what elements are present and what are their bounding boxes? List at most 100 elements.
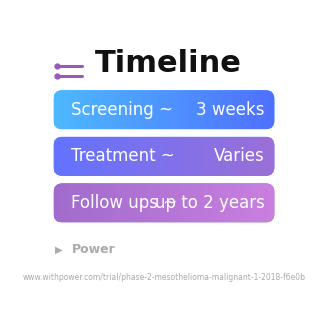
Bar bbox=[124, 183, 125, 222]
Bar bbox=[221, 90, 222, 129]
Bar bbox=[259, 90, 260, 129]
Bar bbox=[204, 90, 205, 129]
Bar bbox=[188, 183, 189, 222]
Bar bbox=[55, 137, 56, 176]
Bar bbox=[191, 183, 192, 222]
Bar bbox=[212, 90, 213, 129]
Bar bbox=[212, 137, 213, 176]
Bar bbox=[131, 90, 132, 129]
Bar bbox=[229, 90, 230, 129]
Bar bbox=[76, 137, 77, 176]
Bar bbox=[163, 183, 164, 222]
Bar bbox=[203, 137, 204, 176]
Bar bbox=[204, 183, 205, 222]
Bar bbox=[136, 90, 137, 129]
Bar bbox=[173, 90, 174, 129]
Bar bbox=[65, 183, 66, 222]
Bar bbox=[118, 90, 119, 129]
Bar bbox=[168, 90, 169, 129]
Bar bbox=[60, 183, 61, 222]
Bar bbox=[269, 137, 270, 176]
Bar bbox=[127, 137, 128, 176]
Bar bbox=[216, 183, 217, 222]
Bar bbox=[183, 183, 184, 222]
Bar bbox=[118, 183, 119, 222]
Bar bbox=[148, 183, 149, 222]
Bar bbox=[207, 90, 208, 129]
Bar bbox=[79, 183, 80, 222]
Bar bbox=[73, 183, 74, 222]
Bar bbox=[220, 90, 221, 129]
Bar bbox=[219, 183, 220, 222]
Bar bbox=[149, 183, 150, 222]
FancyBboxPatch shape bbox=[54, 137, 274, 176]
Bar bbox=[215, 90, 216, 129]
Bar bbox=[233, 137, 234, 176]
Bar bbox=[230, 90, 231, 129]
Bar bbox=[144, 137, 145, 176]
Bar bbox=[198, 183, 199, 222]
Bar bbox=[146, 90, 147, 129]
Bar bbox=[148, 137, 149, 176]
Bar bbox=[163, 137, 164, 176]
Bar bbox=[66, 137, 67, 176]
Bar bbox=[90, 90, 91, 129]
Bar bbox=[210, 137, 211, 176]
Bar bbox=[213, 137, 214, 176]
Bar bbox=[140, 137, 141, 176]
Bar bbox=[168, 183, 169, 222]
Bar bbox=[263, 90, 264, 129]
Bar bbox=[115, 90, 116, 129]
Bar bbox=[272, 90, 273, 129]
Bar bbox=[160, 137, 161, 176]
Bar bbox=[69, 90, 70, 129]
Bar bbox=[102, 137, 103, 176]
Bar bbox=[268, 183, 269, 222]
Bar bbox=[127, 183, 128, 222]
Bar bbox=[177, 137, 178, 176]
Bar bbox=[210, 183, 211, 222]
Bar bbox=[82, 137, 83, 176]
Bar bbox=[187, 90, 188, 129]
Bar bbox=[246, 183, 247, 222]
Bar bbox=[199, 90, 200, 129]
Bar bbox=[261, 137, 262, 176]
Bar bbox=[227, 183, 228, 222]
Bar bbox=[254, 183, 255, 222]
Bar bbox=[171, 183, 172, 222]
Bar bbox=[170, 183, 171, 222]
Bar bbox=[77, 137, 78, 176]
Bar bbox=[148, 90, 149, 129]
Bar bbox=[167, 137, 168, 176]
Bar bbox=[239, 183, 240, 222]
Bar bbox=[171, 137, 172, 176]
Bar bbox=[161, 90, 162, 129]
Bar bbox=[169, 137, 170, 176]
Bar bbox=[76, 183, 77, 222]
Bar bbox=[191, 90, 192, 129]
Bar bbox=[126, 137, 127, 176]
Bar bbox=[110, 137, 111, 176]
Bar bbox=[234, 183, 235, 222]
Bar bbox=[268, 90, 269, 129]
Bar bbox=[62, 183, 63, 222]
Bar bbox=[74, 183, 75, 222]
Bar bbox=[181, 90, 182, 129]
Text: Screening ~: Screening ~ bbox=[71, 101, 173, 119]
Bar bbox=[258, 183, 259, 222]
Bar bbox=[140, 137, 141, 176]
Bar bbox=[105, 183, 106, 222]
Bar bbox=[227, 90, 228, 129]
Bar bbox=[240, 183, 241, 222]
Bar bbox=[89, 137, 90, 176]
Bar bbox=[125, 90, 126, 129]
Bar bbox=[174, 137, 175, 176]
Bar bbox=[151, 90, 152, 129]
Bar bbox=[96, 137, 97, 176]
Bar bbox=[213, 183, 214, 222]
Bar bbox=[129, 183, 131, 222]
Bar bbox=[190, 90, 191, 129]
Bar bbox=[155, 90, 156, 129]
Bar bbox=[128, 137, 129, 176]
Text: Power: Power bbox=[72, 243, 116, 256]
